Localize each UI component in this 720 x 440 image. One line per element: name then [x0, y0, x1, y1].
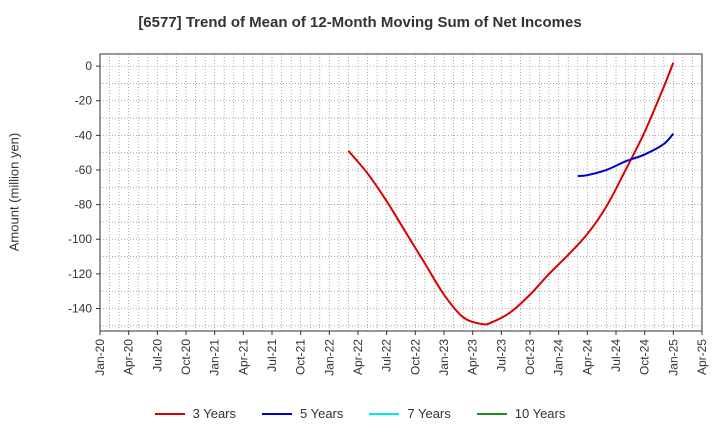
gridlines — [100, 54, 702, 331]
x-tick-label: Apr-21 — [236, 339, 250, 375]
y-tick-label: -20 — [75, 94, 93, 108]
plot-frame — [99, 53, 703, 332]
legend-item-5-years: 5 Years — [262, 406, 343, 421]
x-tick-label: Oct-23 — [523, 339, 537, 375]
legend-label: 5 Years — [300, 406, 344, 421]
series-line-3-years — [347, 62, 675, 326]
x-tick-label: Jan-21 — [208, 339, 222, 376]
y-tick-label: -80 — [75, 198, 93, 212]
y-tick-label: -60 — [75, 163, 93, 177]
series-lines — [347, 62, 675, 326]
legend: 3 Years 5 Years 7 Years 10 Years — [0, 406, 720, 421]
x-tick-label: Jul-23 — [494, 339, 508, 372]
legend-swatch — [262, 412, 292, 415]
legend-swatch — [154, 412, 185, 415]
x-tick-label: Oct-21 — [294, 339, 308, 375]
legend-label: 3 Years — [192, 406, 236, 421]
x-tick-label: Apr-25 — [695, 339, 709, 375]
y-tick-label: -140 — [68, 301, 92, 315]
series-line-5-years — [577, 132, 675, 178]
x-tick-label: Jan-20 — [93, 339, 107, 376]
plot-area: 0 -20 -40 -60 -80 -100 -120 -140 Jan-20 Apr-20 Ju… — [68, 53, 709, 376]
x-tick-label: Oct-22 — [408, 339, 422, 375]
x-tick-label: Jul-20 — [150, 339, 164, 372]
legend-label: 7 Years — [407, 406, 451, 421]
x-tick-label: Jan-25 — [666, 339, 680, 376]
legend-swatch — [476, 412, 507, 415]
chart-title: [6577] Trend of Mean of 12-Month Moving … — [138, 14, 582, 31]
y-tick-label: -120 — [68, 267, 92, 281]
y-axis-ticks: 0 -20 -40 -60 -80 -100 -120 -140 — [68, 59, 100, 315]
x-tick-label: Oct-20 — [179, 339, 193, 375]
x-tick-label: Oct-24 — [638, 339, 652, 375]
legend-item-7-years: 7 Years — [369, 406, 451, 421]
x-tick-label: Apr-24 — [580, 339, 594, 375]
y-tick-label: 0 — [85, 59, 92, 73]
x-tick-label: Apr-23 — [466, 339, 480, 375]
legend-swatch — [369, 412, 400, 415]
x-tick-label: Jul-21 — [265, 339, 279, 372]
x-tick-label: Jul-24 — [609, 339, 623, 372]
x-tick-label: Jan-22 — [322, 339, 336, 376]
x-tick-label: Apr-20 — [122, 339, 136, 375]
x-tick-label: Jul-22 — [380, 339, 394, 372]
legend-label: 10 Years — [514, 406, 566, 421]
x-tick-label: Jan-23 — [437, 339, 451, 376]
y-tick-label: -100 — [68, 232, 92, 246]
legend-item-3-years: 3 Years — [154, 406, 236, 421]
legend-item-10-years: 10 Years — [476, 406, 566, 421]
x-tick-label: Jan-24 — [552, 339, 566, 376]
x-axis-ticks: Jan-20 Apr-20 Jul-20 Oct-20 Jan-21 Apr-21 Jul-… — [93, 331, 709, 376]
y-tick-label: -40 — [75, 128, 93, 142]
x-tick-label: Apr-22 — [351, 339, 365, 375]
